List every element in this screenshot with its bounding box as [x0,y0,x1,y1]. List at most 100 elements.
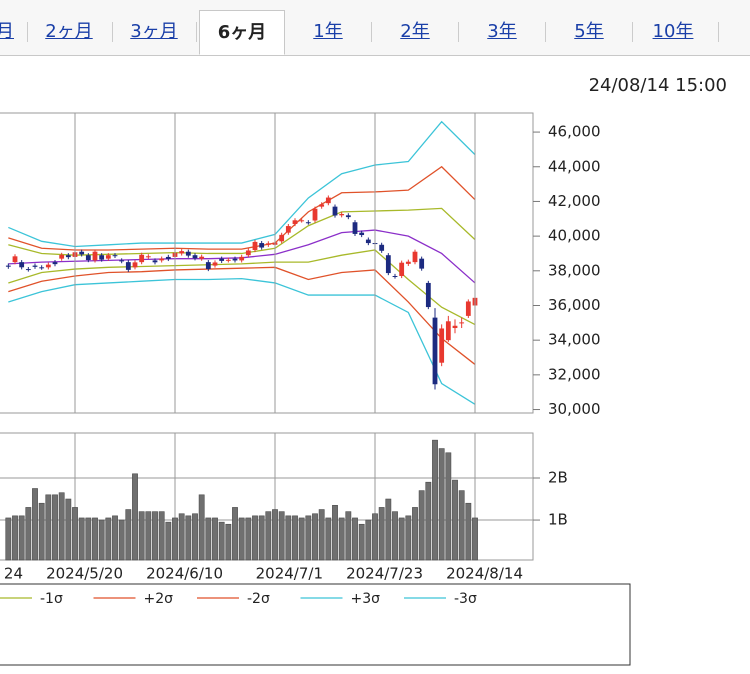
volume-bar [78,517,85,561]
volume-bar [118,519,125,561]
y-tick-label: 44,000 [548,157,601,175]
volume-bar [305,515,312,561]
volume-bar [52,494,58,561]
tab-separator [196,22,197,42]
volume-bar [372,513,378,561]
band-line [8,266,476,365]
candle-body [132,262,138,268]
candle-body [359,232,365,236]
volume-bar [312,513,318,561]
candle-body [79,251,85,255]
candle-body [452,325,458,329]
volume-bar [58,492,65,561]
candle-body [225,259,231,261]
candle-body [285,226,291,233]
candle-body [179,251,185,254]
period-tabs: 月 2ヶ月 3ヶ月 6ヶ月 1年 2年 3年 5年 10年 [0,0,750,56]
volume-bar [192,513,198,561]
candle-body [319,204,325,207]
volume-bar [398,517,405,561]
volume-bar [32,488,38,561]
tab-separator [632,22,633,42]
candle-body [232,258,238,261]
candle-body [105,255,111,259]
volume-bar [205,517,212,561]
candle-body [339,214,345,216]
volume-bar [332,505,338,561]
volume-bar [85,517,92,561]
timestamp: 24/08/14 15:00 [589,75,727,96]
candle-body [279,234,285,242]
x-tick-label: 2024/8/14 [446,565,523,583]
period-tab[interactable]: 2ヶ月 [45,21,93,42]
volume-bar [272,509,278,561]
candle-body [65,255,71,258]
legend-label: +3σ [351,591,381,607]
volume-bar [452,479,458,561]
volume-bar [432,439,438,561]
candle-body [385,255,391,274]
volume-bar [352,517,358,561]
period-tab[interactable]: 6ヶ月 [199,10,285,55]
volume-bar [298,517,305,561]
candle-body [259,243,265,248]
volume-bar [258,515,265,561]
volume-bar [185,515,192,561]
volume-bar [418,490,425,561]
y-tick-label: 2B [548,468,568,486]
candle-body [165,256,171,259]
candle-body [312,208,318,221]
y-tick-label: 1B [548,511,568,529]
tab-separator [545,22,546,42]
candle-body [439,328,445,363]
period-tab[interactable]: 10年 [652,21,694,42]
candle-body [159,258,165,261]
candle-body [345,215,351,218]
candle-body [459,322,465,324]
volume-bar [178,513,185,561]
volume-bar [125,509,132,561]
candle-body [112,255,118,257]
volume-bar [458,490,465,561]
candle-body [399,262,405,277]
x-tick-label: 2024/5/20 [46,565,123,583]
candle-body [379,244,385,251]
candle-body [12,256,18,263]
volume-bar [438,448,445,561]
volume-bar [285,515,292,561]
volume-bar [245,517,252,561]
candle-body [19,262,25,268]
period-tab[interactable]: 3ヶ月 [130,21,178,42]
y-tick-label: 34,000 [548,331,601,349]
band-line [8,249,476,326]
volume-bar [325,517,332,561]
period-tab[interactable]: 5年 [574,21,604,42]
volume-bar [138,511,145,561]
volume-bar [292,515,298,561]
y-tick-label: 38,000 [548,261,601,279]
volume-bar [345,511,352,561]
volume-bar [92,517,98,561]
x-tick-label: 2024/7/23 [346,565,423,583]
y-tick-label: 32,000 [548,365,601,383]
volume-bar [425,481,432,561]
period-tab[interactable]: 1年 [313,21,343,42]
candle-body [325,197,331,204]
candle-body [292,220,298,224]
volume-bar [405,515,412,561]
period-tab[interactable]: 2年 [400,21,430,42]
period-tab[interactable]: 月 [0,21,14,42]
band-line [8,277,476,405]
volume-bar [225,523,232,561]
candle-body [465,301,471,316]
volume-bar [38,502,45,561]
candle-body [365,239,371,244]
volume-bar [218,521,225,561]
period-tab[interactable]: 3年 [487,21,517,42]
volume-bar [338,517,345,561]
volume-bar [12,515,18,561]
candle-body [305,222,311,224]
candle-body [352,222,358,234]
candle-body [199,256,205,259]
